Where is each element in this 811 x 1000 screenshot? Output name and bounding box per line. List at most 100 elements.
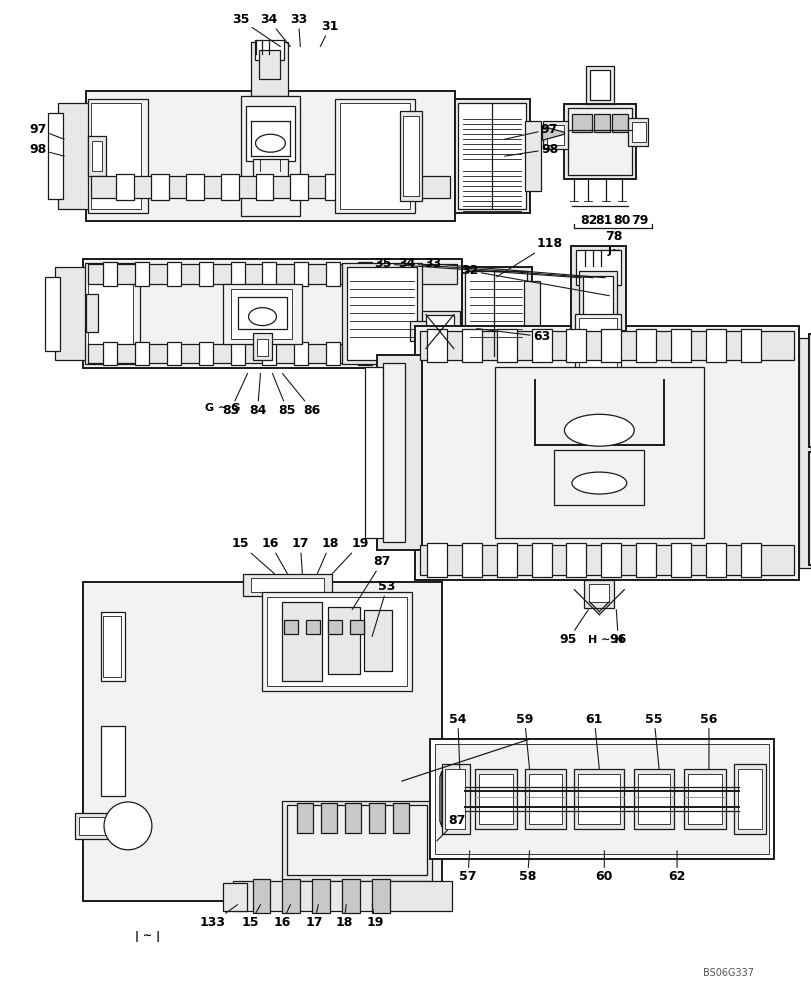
Text: 19: 19 <box>366 905 384 929</box>
Text: 17: 17 <box>305 905 323 929</box>
Text: 118: 118 <box>496 237 562 277</box>
Bar <box>328 607 360 674</box>
Bar <box>637 774 669 824</box>
Text: 34: 34 <box>398 257 593 278</box>
Bar <box>251 578 324 592</box>
Bar <box>531 329 551 362</box>
Bar <box>611 114 628 132</box>
Text: 87: 87 <box>436 814 465 841</box>
Bar <box>427 329 446 362</box>
Bar <box>83 259 461 368</box>
Bar <box>670 329 690 362</box>
Bar <box>267 597 406 686</box>
Bar <box>345 803 361 833</box>
Bar <box>523 281 539 347</box>
Bar <box>524 121 540 191</box>
Bar <box>410 321 426 341</box>
Bar <box>254 40 284 60</box>
Bar <box>79 817 129 835</box>
Bar <box>135 342 148 365</box>
Bar <box>461 543 481 577</box>
Text: 95: 95 <box>559 610 588 646</box>
Text: 86: 86 <box>282 373 320 417</box>
Bar <box>705 543 725 577</box>
Bar <box>252 879 270 913</box>
Text: 98: 98 <box>504 143 557 156</box>
Bar <box>135 262 148 286</box>
Bar <box>88 267 133 360</box>
Bar <box>45 277 60 351</box>
Bar <box>92 141 102 171</box>
Text: 54: 54 <box>448 713 466 769</box>
Bar <box>151 174 169 200</box>
Text: 58: 58 <box>518 851 535 883</box>
Bar <box>496 543 516 577</box>
Bar <box>737 769 761 829</box>
Text: 33: 33 <box>290 13 307 47</box>
Bar <box>454 99 529 213</box>
Bar <box>636 543 655 577</box>
Text: 55: 55 <box>645 713 662 769</box>
Bar <box>586 66 614 104</box>
Text: 35: 35 <box>374 257 581 278</box>
Bar <box>328 620 341 634</box>
Bar <box>116 174 134 200</box>
Bar <box>306 620 320 634</box>
Text: 31: 31 <box>320 20 338 47</box>
Bar <box>426 315 453 349</box>
Bar <box>590 70 610 100</box>
Bar <box>294 342 308 365</box>
Text: 35: 35 <box>232 13 280 47</box>
Bar <box>474 769 516 829</box>
Bar <box>571 246 625 331</box>
Text: 98: 98 <box>29 143 64 156</box>
Bar <box>85 263 139 364</box>
Bar <box>88 264 457 284</box>
Bar <box>86 91 454 221</box>
Bar <box>103 616 121 677</box>
Bar <box>566 329 586 362</box>
Bar <box>584 580 614 608</box>
Bar <box>256 339 268 356</box>
Bar <box>255 174 273 200</box>
Bar <box>284 620 298 634</box>
Bar <box>199 342 212 365</box>
Bar <box>740 543 760 577</box>
Bar <box>576 250 620 285</box>
Polygon shape <box>440 771 441 827</box>
Bar <box>494 367 703 538</box>
Bar <box>312 879 330 913</box>
Bar <box>670 543 690 577</box>
Bar <box>262 342 276 365</box>
Bar <box>566 543 586 577</box>
Bar <box>340 103 410 209</box>
Text: 33: 33 <box>424 257 604 278</box>
Bar <box>282 801 431 881</box>
Text: 15: 15 <box>231 537 274 574</box>
Bar <box>222 284 302 344</box>
Bar <box>572 114 592 132</box>
Text: 17: 17 <box>291 537 309 574</box>
Bar <box>524 769 566 829</box>
Text: 15: 15 <box>242 905 260 929</box>
Bar <box>628 118 647 146</box>
Text: 85: 85 <box>272 373 296 417</box>
Ellipse shape <box>248 308 276 326</box>
Text: 16: 16 <box>273 905 291 929</box>
Bar <box>86 294 98 332</box>
Bar <box>101 726 125 796</box>
Text: 83: 83 <box>221 373 247 417</box>
Text: 62: 62 <box>667 851 685 883</box>
Bar <box>321 803 337 833</box>
Bar <box>230 262 244 286</box>
Text: 63: 63 <box>476 329 550 343</box>
Bar <box>546 125 564 145</box>
Text: 61: 61 <box>585 713 603 769</box>
Bar <box>88 344 457 363</box>
Bar <box>83 582 441 901</box>
Text: 18: 18 <box>335 905 353 929</box>
Bar <box>577 774 620 824</box>
Bar <box>166 262 181 286</box>
Bar <box>542 121 568 149</box>
Bar <box>55 267 87 360</box>
